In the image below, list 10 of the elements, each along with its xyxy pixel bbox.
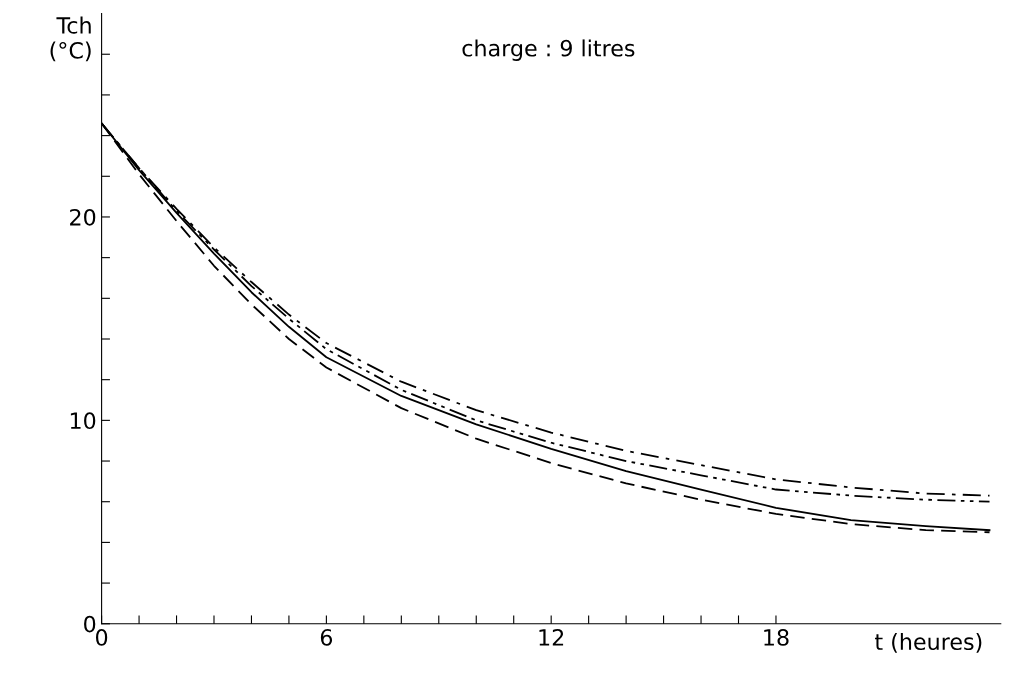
x-tick-label: 12 <box>539 629 564 646</box>
x-tick-label: 6 <box>320 629 333 646</box>
x-tick-label: 18 <box>764 629 789 646</box>
x-tick-label: 0 <box>96 629 108 646</box>
y-tick-label: 10 <box>70 412 96 430</box>
y-tick-label: 0 <box>84 615 96 633</box>
y-tick-label: 20 <box>70 208 96 226</box>
x-axis-title: t (heures) <box>875 632 982 653</box>
y-axis-title: Tch (°C) <box>50 16 91 62</box>
annotation: charge : 9 litres <box>462 39 635 61</box>
